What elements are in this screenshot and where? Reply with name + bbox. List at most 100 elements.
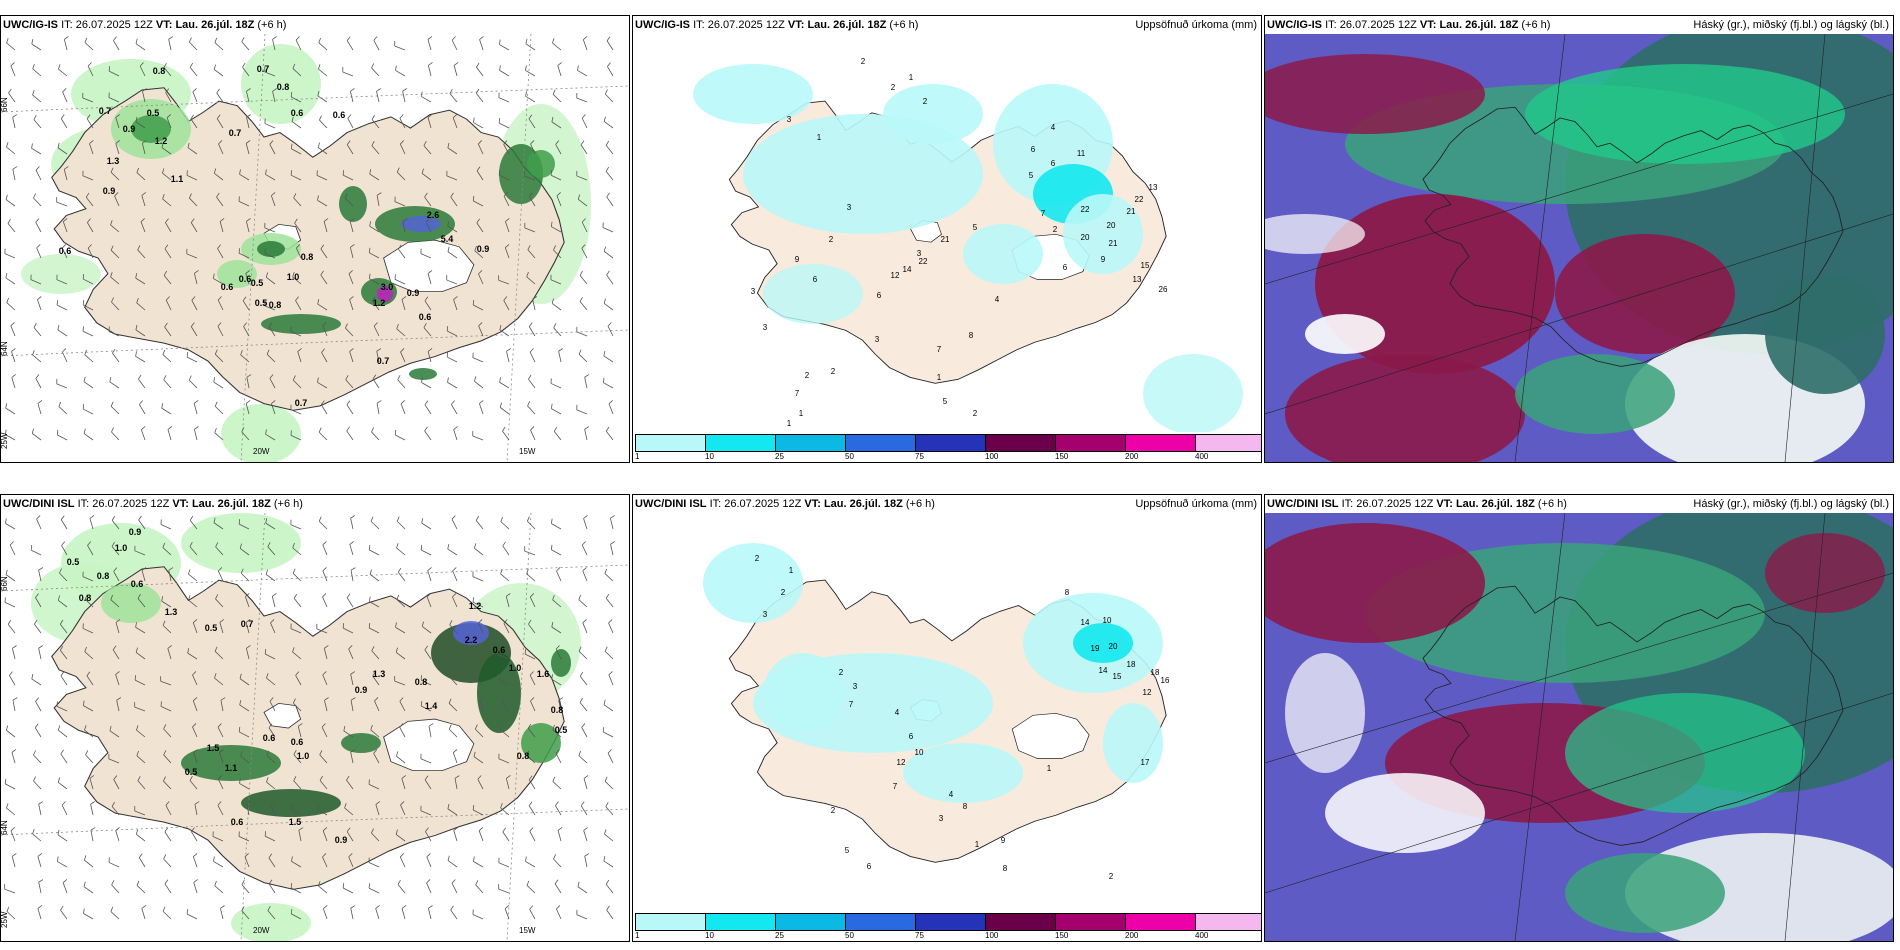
- value-label: 0.7: [99, 106, 112, 116]
- value-label: 7: [795, 389, 800, 398]
- value-label: 1.0: [115, 543, 128, 553]
- value-label: 1: [937, 373, 942, 382]
- value-label: 8: [969, 331, 974, 340]
- panel-header: UWC/DINI ISL IT: 26.07.2025 12Z VT: Lau.…: [1, 495, 629, 513]
- cloud-value-labels: 0.8 0.70.80.50.90.60.71.21.11.30.90.70.62…: [59, 64, 490, 408]
- cloud-layer-field: [1265, 34, 1893, 462]
- value-label: 1.0: [509, 663, 522, 673]
- valid-time: Lau. 26.júl. 18Z: [175, 19, 255, 31]
- colorbar-swatch: [636, 435, 706, 451]
- map-area[interactable]: [1265, 513, 1893, 941]
- axis-tick-label: 15W: [519, 447, 536, 456]
- colorbar-label: 25: [775, 931, 784, 940]
- it-label: IT:: [1341, 498, 1354, 510]
- value-label: 0.8: [277, 82, 290, 92]
- value-label: 0.6: [291, 108, 304, 118]
- value-label: 19: [1091, 644, 1100, 653]
- value-label: 0.7: [241, 619, 254, 629]
- value-label: 12: [1143, 688, 1152, 697]
- value-label: 1.2: [469, 601, 482, 611]
- colorbar-swatch: [1126, 914, 1196, 930]
- panel-precip-dini: UWC/DINI ISL IT: 26.07.2025 12Z VT: Lau.…: [632, 494, 1262, 942]
- value-label: 8: [1003, 864, 1008, 873]
- value-label: 1.0: [297, 751, 310, 761]
- panel-header: UWC/IG-IS IT: 26.07.2025 12Z VT: Lau. 26…: [1, 16, 629, 34]
- map-area[interactable]: 2 1 2 3 1 2 4 6 11 6 5 13 22 7 2 20 20 21 21 22 9 6 15 13 26 22 14…: [633, 34, 1261, 462]
- vt-label: VT:: [1419, 19, 1437, 31]
- value-label: 9: [1001, 836, 1006, 845]
- value-label: 2: [831, 367, 836, 376]
- value-label: 4: [895, 708, 900, 717]
- init-time: 26.07.2025 12Z: [1356, 498, 1434, 510]
- map-area[interactable]: [1265, 34, 1893, 462]
- precipitation-field: [703, 543, 1163, 803]
- axis-tick-label: 66N: [1, 97, 9, 112]
- value-label: 0.7: [295, 398, 308, 408]
- map-area[interactable]: 0.9 0.5 1.0 0.8 0.6 0.8 1.3 0.5 0.7 1.2 2.2 0.6 1.0 1…: [1, 513, 629, 941]
- axis-tick-label: 20W: [253, 926, 270, 935]
- value-label: 0.5: [67, 557, 80, 567]
- it-label: IT:: [709, 498, 722, 510]
- value-label: 5: [943, 397, 948, 406]
- panel-cloud-wind-igis: UWC/IG-IS IT: 26.07.2025 12Z VT: Lau. 26…: [0, 15, 630, 463]
- precipitation-field: [693, 64, 1243, 434]
- value-label: 13: [1149, 183, 1158, 192]
- colorbar-swatch: [776, 914, 846, 930]
- map-area[interactable]: 0.8 0.7 0.8 0.5 0.9 0.6 0.7 1.2 1.1 1.3 0.9 0.7 0.6 2…: [1, 34, 629, 462]
- value-label: 15: [1113, 672, 1122, 681]
- value-label: 3: [917, 249, 922, 258]
- value-label: 1: [789, 566, 794, 575]
- value-label: 9: [795, 255, 800, 264]
- colorbar-label: 1: [635, 931, 640, 940]
- panel-title: Háský (gr.), miðský (fj.bl.) og lágský (…: [1693, 498, 1889, 510]
- value-label: 22: [1081, 205, 1090, 214]
- value-label: 6: [1063, 263, 1068, 272]
- value-label: 6: [877, 291, 882, 300]
- value-label: 0.8: [97, 571, 110, 581]
- colorbar-label: 150: [1055, 931, 1069, 940]
- it-label: IT:: [1325, 19, 1337, 31]
- colorbar-swatch: [1056, 914, 1126, 930]
- value-label: 4: [995, 295, 1000, 304]
- colorbar-swatches: [635, 913, 1261, 931]
- colorbar-swatch: [706, 435, 776, 451]
- valid-time: Lau. 26.júl. 18Z: [823, 498, 903, 510]
- panel-header: UWC/IG-IS IT: 26.07.2025 12Z VT: Lau. 26…: [633, 16, 1261, 34]
- value-label: 3: [939, 814, 944, 823]
- value-label: 0.5: [555, 725, 568, 735]
- value-label: 2: [805, 371, 810, 380]
- value-label: 0.9: [123, 124, 136, 134]
- value-label: 2: [839, 668, 844, 677]
- axis-tick-label: 66N: [1, 576, 9, 591]
- colorbar-label: 100: [985, 452, 999, 461]
- iceland-outline: [1422, 585, 1844, 846]
- value-label: 0.9: [129, 527, 142, 537]
- value-label: 2: [891, 83, 896, 92]
- grid-lines: [1265, 34, 1893, 462]
- value-label: 1: [1047, 764, 1052, 773]
- valid-time: Lau. 26.júl. 18Z: [807, 19, 887, 31]
- colorbar-label: 75: [915, 931, 924, 940]
- value-label: 0.7: [377, 356, 390, 366]
- value-label: 4: [949, 790, 954, 799]
- value-label: 5: [973, 223, 978, 232]
- value-label: 2: [829, 235, 834, 244]
- value-label: 1.1: [171, 174, 184, 184]
- valid-time: Lau. 26.júl. 18Z: [191, 498, 271, 510]
- colorbar-label: 10: [705, 452, 714, 461]
- map-area[interactable]: 2 1 2 3 8 14 10 19 20 18 18 16 14 15 12 2 3 7 4 6 10 12 7 4 8 3 1 9…: [633, 513, 1261, 941]
- model-name: UWC/DINI ISL: [635, 498, 707, 510]
- value-label: 3: [763, 323, 768, 332]
- colorbar-label: 75: [915, 452, 924, 461]
- value-label: 1: [787, 419, 792, 428]
- model-name: UWC/IG-IS: [1267, 19, 1322, 31]
- value-label: 2: [923, 97, 928, 106]
- value-label: 0.8: [269, 300, 282, 310]
- value-label: 20: [1109, 642, 1118, 651]
- precip-colorbar: 1 10 25 50 75 100 150 200 400: [633, 432, 1261, 462]
- value-label: 6: [813, 275, 818, 284]
- lead-time: (+6 h): [1521, 19, 1551, 31]
- init-time: 26.07.2025 12Z: [724, 498, 802, 510]
- value-label: 16: [1161, 676, 1170, 685]
